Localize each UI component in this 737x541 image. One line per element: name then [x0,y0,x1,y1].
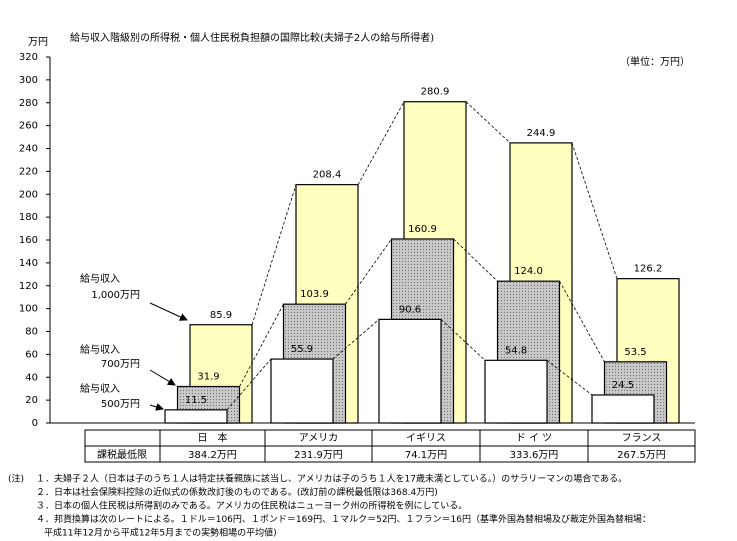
x-tick-label: アメリカ [299,432,339,444]
y-tick-label: 40 [25,372,38,383]
connector [440,319,486,361]
bar [591,394,655,424]
x-tick-label: 日 本 [198,431,228,444]
value-label: 124.0 [514,266,543,277]
note: 平成11年12月から平成12年5月までの実勢相場の平均値) [44,527,277,539]
table-cell: 267.5万円 [617,450,666,461]
connector [571,142,618,279]
y-tick-label: 220 [19,166,38,177]
y-tick-label: 180 [19,212,38,223]
unit-note: （単位：万円） [620,55,690,68]
table-cell: 384.2万円 [188,450,237,461]
y-tick-label: 160 [19,235,38,246]
connector [332,319,380,360]
connector [465,101,511,144]
legend-label: 1,000万円 [91,290,140,301]
value-label: 103.9 [300,289,329,300]
value-label: 54.8 [505,345,527,356]
value-label: 280.9 [421,87,450,98]
bar [378,318,442,424]
arrow [149,369,176,386]
note: ３．日本の個人住民税は所得割のみである。アメリカの住民税はニューヨーク州の所得税… [36,500,467,512]
connector [546,360,593,396]
value-label: 11.5 [185,395,207,406]
connector [559,280,605,363]
legend-label: 給与収入 [80,272,120,285]
y-unit: 万円 [28,37,48,48]
arrow [149,403,164,411]
table-cell: 333.6万円 [510,450,559,461]
value-label: 244.9 [527,128,556,139]
y-tick-label: 200 [19,189,38,200]
legend-label: 700万円 [101,359,140,370]
y-tick-label: 300 [19,75,38,86]
bar [484,359,548,424]
connector [251,184,297,325]
value-label: 160.9 [408,224,437,235]
table-cell: 74.1万円 [405,450,447,461]
table-header: 課税最低限 [97,448,147,461]
y-tick-label: 80 [25,327,38,338]
chart-title: 給与収入階級別の所得税・個人住民税負担額の国際比較(夫婦子2人の給与所得者) [70,31,434,44]
connector [226,358,272,411]
value-label: 208.4 [313,170,342,181]
legend-label: 給与収入 [80,382,120,395]
y-tick-label: 240 [19,144,38,155]
y-tick-label: 260 [19,121,38,132]
legend-label: 給与収入 [80,343,120,356]
y-tick-label: 0 [32,418,38,429]
note: ２．日本は社会保険料控除の近似式の係数改訂後のものである。(改訂前の課税最低限は… [36,486,438,498]
note: ４．邦貨換算は次のレートによる。１ドル＝106円、１ポンド＝169円、１マルク＝… [36,513,651,525]
value-label: 126.2 [634,264,663,275]
connector [357,101,405,185]
table-cell: 231.9万円 [294,450,343,461]
y-tick-label: 20 [25,395,38,406]
x-tick-label: ド イ ツ [516,433,552,444]
y-tick-label: 60 [25,349,38,360]
y-tick-label: 320 [19,52,38,63]
value-label: 90.6 [399,304,421,315]
value-label: 31.9 [197,372,219,383]
x-tick-label: フランス [622,432,662,444]
legend-label: 500万円 [101,399,140,410]
value-label: 55.9 [291,344,313,355]
value-label: 53.5 [624,347,646,358]
notes-head: (注) [8,473,24,485]
arrow [149,302,188,321]
bar [270,358,334,424]
x-tick-label: イギリス [406,432,446,444]
y-tick-label: 100 [19,304,38,315]
y-tick-label: 280 [19,98,38,109]
value-label: 24.5 [612,380,634,391]
note: １．夫婦子２人（日本は子のうち１人は特定扶養親族に該当し、アメリカは子のうち１人… [36,473,627,485]
connector [453,238,498,282]
y-tick-label: 120 [19,281,38,292]
bar [164,409,228,424]
y-tick-label: 140 [19,258,38,269]
value-label: 85.9 [210,310,232,321]
connector [345,238,392,305]
connector [239,303,284,387]
